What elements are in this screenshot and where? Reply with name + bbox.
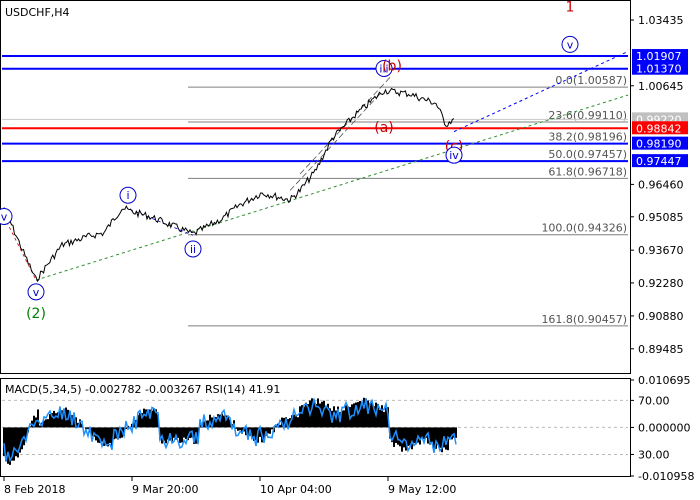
time-axis-group: 8 Feb 2018 9 Mar 20:00 10 Apr 04:00 9 May 1… <box>3 476 456 496</box>
wave-label: v <box>567 38 574 51</box>
time-tick-label: 9 Mar 20:00 <box>132 483 198 496</box>
level-badge-label: 0.98190 <box>636 138 682 151</box>
fib-level-label: 161.8(0.90457) <box>541 313 627 326</box>
wave-label: v <box>33 286 40 299</box>
indicator-label: MACD(5,34,5) -0.002782 -0.003267 RSI(14)… <box>5 383 280 396</box>
level-badge <box>632 49 688 63</box>
trendline-support <box>35 94 629 281</box>
price-line <box>3 87 455 283</box>
wave-label-circle <box>27 283 45 301</box>
wave-label-circle <box>561 35 579 53</box>
time-tick-label: 10 Apr 04:00 <box>260 483 332 496</box>
price-tick-label: 0.93670 <box>638 244 684 257</box>
price-tick-label: 0.95085 <box>638 211 684 224</box>
indicator-tick-label: 30.00 <box>638 448 670 461</box>
wave-label-circle <box>119 186 137 204</box>
wave-label: ii <box>190 243 196 256</box>
wave-label-circle <box>445 146 463 164</box>
wave-label-circle <box>184 240 202 258</box>
price-tick-label: 0.89485 <box>638 343 684 356</box>
level-badge-label: 0.97447 <box>636 155 682 168</box>
level-badge-label: 1.01370 <box>636 63 682 76</box>
main-panel <box>0 0 631 374</box>
symbol-label: USDCHF,H4 <box>5 6 70 19</box>
level-badge-label: 0.98842 <box>636 122 682 135</box>
wave-label: iv <box>449 149 459 162</box>
price-axis-group: 1.03435 1.00645 0.96460 0.95085 0.93670 0.922… <box>630 14 684 356</box>
time-tick-label: 8 Feb 2018 <box>4 483 65 496</box>
fib-level-label: 100.0(0.94326) <box>541 222 627 235</box>
wave-connector <box>129 209 194 236</box>
indicator-tick-label: 0.010695 <box>638 374 691 387</box>
wave-label: 1 <box>566 0 575 16</box>
indicator-group: 0.010695 70.00 0.000000 30.00 -0.010958 <box>2 374 694 483</box>
rsi-line <box>3 398 457 463</box>
wave-label-circle <box>0 207 13 225</box>
price-tick-label: 1.03435 <box>638 14 684 27</box>
fib-level-label: 23.6(0.99110) <box>548 109 627 122</box>
level-badge <box>632 154 688 168</box>
fib-level-label: 61.8(0.96718) <box>548 165 627 178</box>
price-tick-label: 0.92280 <box>638 277 684 290</box>
level-badge <box>632 121 688 135</box>
indicator-tick-label: 70.00 <box>638 394 670 407</box>
wave-label: v <box>1 210 8 223</box>
projection-line <box>453 51 629 133</box>
fib-level-label: 50.0(0.97457) <box>548 148 627 161</box>
wave-label: (b) <box>382 59 402 75</box>
price-tick-label: 0.96460 <box>638 178 684 191</box>
price-line-group <box>3 87 455 283</box>
level-badge <box>632 136 688 150</box>
wave-label-circle <box>375 59 393 77</box>
channel-line-lower <box>289 93 381 191</box>
level-badge-label: 1.01907 <box>636 50 682 63</box>
indicator-tick-label: 0.000000 <box>638 421 691 434</box>
fib-level-label: 38.2(0.98196) <box>548 130 627 143</box>
level-badge <box>632 61 688 75</box>
level-lines-group <box>2 55 628 163</box>
wave-label: (2) <box>26 306 46 322</box>
fib-level-label: 0.0(1.00587) <box>555 74 627 87</box>
price-tick-label: 0.90880 <box>638 310 684 323</box>
price-tick-label: 1.00645 <box>638 80 684 93</box>
time-tick-label: 9 May 12:00 <box>388 483 456 496</box>
indicator-tick-label: -0.010958 <box>638 470 694 483</box>
level-badges-group: 0.992201.019071.013700.988420.981900.974… <box>632 49 688 168</box>
wave-label: i <box>126 189 129 202</box>
wave-label: iii <box>379 62 388 75</box>
wave-label: (a) <box>374 120 394 136</box>
